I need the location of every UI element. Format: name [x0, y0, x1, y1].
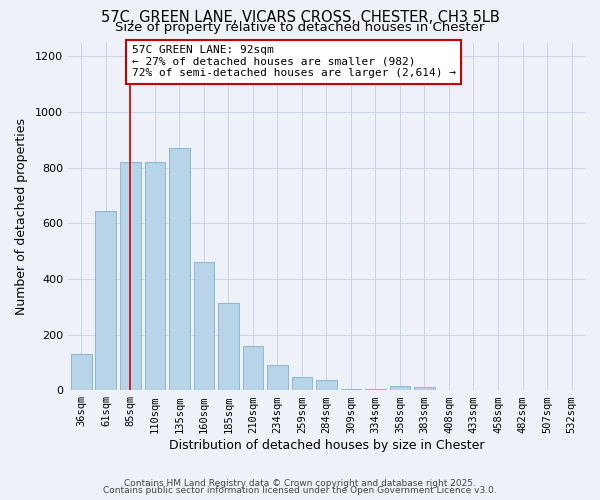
- Y-axis label: Number of detached properties: Number of detached properties: [15, 118, 28, 315]
- Text: Size of property relative to detached houses in Chester: Size of property relative to detached ho…: [115, 21, 485, 34]
- Bar: [194, 262, 214, 390]
- Bar: [95, 211, 116, 390]
- Text: Contains public sector information licensed under the Open Government Licence v3: Contains public sector information licen…: [103, 486, 497, 495]
- Bar: [414, 387, 435, 390]
- Bar: [316, 380, 337, 390]
- Bar: [389, 386, 410, 390]
- X-axis label: Distribution of detached houses by size in Chester: Distribution of detached houses by size …: [169, 440, 484, 452]
- Text: 57C GREEN LANE: 92sqm
← 27% of detached houses are smaller (982)
72% of semi-det: 57C GREEN LANE: 92sqm ← 27% of detached …: [131, 46, 455, 78]
- Bar: [267, 364, 288, 390]
- Bar: [365, 389, 386, 390]
- Text: Contains HM Land Registry data © Crown copyright and database right 2025.: Contains HM Land Registry data © Crown c…: [124, 478, 476, 488]
- Bar: [218, 302, 239, 390]
- Text: 57C, GREEN LANE, VICARS CROSS, CHESTER, CH3 5LB: 57C, GREEN LANE, VICARS CROSS, CHESTER, …: [101, 10, 499, 25]
- Bar: [242, 346, 263, 390]
- Bar: [169, 148, 190, 390]
- Bar: [145, 162, 166, 390]
- Bar: [71, 354, 92, 390]
- Bar: [341, 389, 361, 390]
- Bar: [120, 162, 141, 390]
- Bar: [292, 377, 313, 390]
